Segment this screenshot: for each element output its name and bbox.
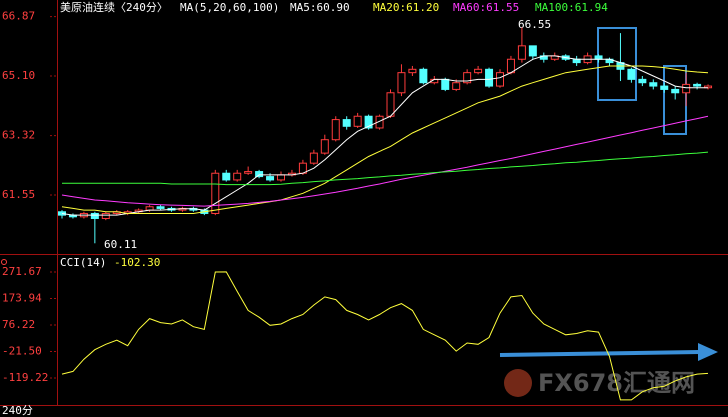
candle-body [594,55,603,60]
candle-body [277,174,285,181]
candle-body [90,212,99,219]
candle-body [627,68,636,80]
series-line [61,55,708,216]
arrow-head [698,343,718,361]
candle-body [693,83,702,87]
candle-body [649,82,658,87]
low-annotation: 60.11 [104,238,137,251]
series-line [61,65,709,214]
y-tick-label: -119.22 [2,371,48,384]
candle-body [704,85,713,89]
candle-body [320,139,329,154]
candle-body [452,82,461,90]
footer: 240分 [2,404,33,417]
candle-body [660,85,669,90]
candle-body [58,211,66,216]
candle-body [309,152,318,164]
candle-body [517,45,526,60]
candle-body [342,119,351,127]
candle-body [156,206,165,209]
candle-body [101,212,110,219]
candle-body [419,68,428,84]
candle-body [364,115,373,129]
candle-body [485,68,494,87]
y-tick-label: 63.32 [2,129,35,142]
candle-body [244,171,253,174]
candle-body [375,115,384,129]
legend-entry: MA20:61.20 [373,1,439,14]
candle-body [474,68,483,74]
cci-title: CCI(14) [60,256,106,269]
candle-body [408,68,417,74]
legend-entry: MA5:60.90 [290,1,350,14]
y-tick-label: 173.94 [2,292,42,305]
candle-body [266,176,275,181]
icon [1,259,7,265]
candle-body [638,78,647,84]
y-tick-label: 66.87 [2,10,35,23]
candle-body [331,119,340,141]
candle-body [441,78,450,90]
candle-body [496,72,504,87]
cci-value: -102.30 [114,256,160,269]
candle-body [255,171,264,178]
candle-body [671,88,680,94]
legend-entry: MA100:61.94 [535,1,608,14]
candle-body [528,45,537,57]
y-tick-label: 76.22 [2,318,35,331]
candle-body [353,115,362,127]
candle-body [397,72,406,94]
watermark-logo [504,369,532,397]
y-tick-label: 271.67 [2,265,42,278]
y-tick-label: 61.55 [2,188,35,201]
legend-entry: MA60:61.55 [453,1,519,14]
candle-body [386,92,395,117]
trend-arrow [499,350,701,357]
chart-title: 美原油连续〈240分〉 [60,0,168,14]
candle-body [222,172,231,181]
series-line [61,115,709,207]
y-tick-label: -21.50 [2,344,42,357]
y-tick-label: 65.10 [2,69,35,82]
highlight-box [597,27,637,101]
series-line [61,271,709,401]
indicator: MA(5,20,60,100) [180,1,279,14]
watermark: FX678汇通网 [504,369,695,397]
candle-body [233,172,242,181]
series-line [62,151,709,186]
high-annotation: 66.55 [518,18,551,31]
candle-body [211,172,220,214]
candle-body [682,83,691,94]
candle-body [463,72,472,84]
